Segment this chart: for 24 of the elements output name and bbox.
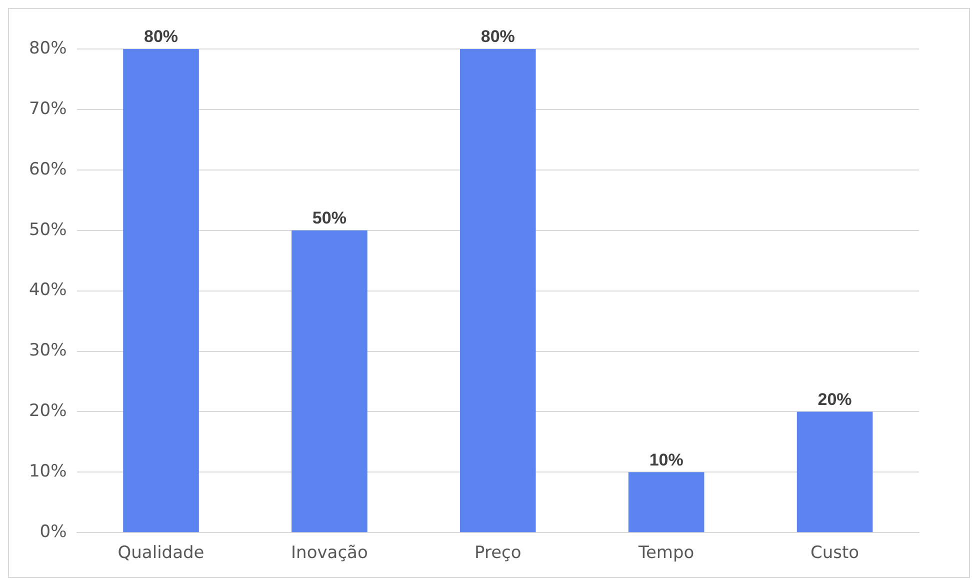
x-tick-label: Preço xyxy=(474,543,522,564)
data-label: 10% xyxy=(649,450,684,470)
bar xyxy=(123,49,199,532)
y-tick-label: 0% xyxy=(40,522,67,542)
data-label: 80% xyxy=(480,27,515,46)
bar xyxy=(796,412,873,532)
y-tick-label: 40% xyxy=(28,280,67,300)
y-tick-label: 10% xyxy=(28,462,67,482)
y-tick-label: 60% xyxy=(28,159,67,180)
y-tick-label: 20% xyxy=(28,401,67,422)
y-tick-label: 80% xyxy=(28,38,67,58)
bar xyxy=(460,49,536,532)
x-tick-label: Qualidade xyxy=(118,543,204,564)
data-label: 20% xyxy=(818,390,852,409)
y-tick-label: 70% xyxy=(28,98,67,119)
data-label: 50% xyxy=(312,208,346,228)
data-label: 80% xyxy=(144,27,178,46)
y-tick-label: 30% xyxy=(28,340,67,361)
y-tick-label: 50% xyxy=(28,220,67,240)
bar xyxy=(628,472,704,532)
x-tick-label: Tempo xyxy=(637,543,694,564)
bar xyxy=(292,230,368,532)
x-tick-label: Custo xyxy=(810,543,860,564)
x-tick-label: Inovação xyxy=(291,543,368,564)
